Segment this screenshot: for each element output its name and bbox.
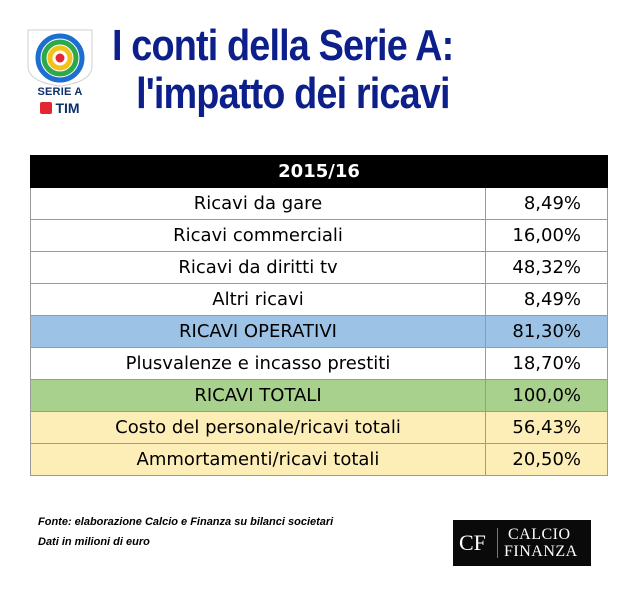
cf-wordmark: CALCIO FINANZA <box>498 526 578 560</box>
row-value: 18,70% <box>484 347 609 380</box>
table-row-ricavi-totali: RICAVI TOTALI 100,0% <box>30 379 609 412</box>
row-label: Altri ricavi <box>30 283 486 316</box>
row-value: 8,49% <box>484 187 609 220</box>
tim-mark-icon <box>40 102 53 114</box>
row-value: 81,30% <box>484 315 609 348</box>
table-header-row: 2015/16 <box>29 155 609 188</box>
table-row: Ricavi commerciali 16,00% <box>30 219 609 252</box>
cf-monogram: CF <box>453 528 498 558</box>
table-row-ammortamenti: Ammortamenti/ricavi totali 20,50% <box>30 443 609 476</box>
title-line-1: I conti della Serie A: <box>112 21 454 70</box>
row-value: 8,49% <box>484 283 609 316</box>
row-value: 48,32% <box>484 251 609 284</box>
row-value: 20,50% <box>484 443 609 476</box>
calcio-finanza-logo: CF CALCIO FINANZA <box>453 520 591 566</box>
table-row: Ricavi da diritti tv 48,32% <box>30 251 609 284</box>
cf-word-calcio: CALCIO <box>508 526 571 543</box>
table-row-costo-personale: Costo del personale/ricavi totali 56,43% <box>30 411 609 444</box>
table-row-ricavi-operativi: RICAVI OPERATIVI 81,30% <box>30 315 609 348</box>
revenue-table: 2015/16 Ricavi da gare 8,49% Ricavi comm… <box>29 155 609 476</box>
row-label: Plusvalenze e incasso prestiti <box>30 347 486 380</box>
serie-a-logo: SERIE A TIM <box>22 26 98 120</box>
row-value: 16,00% <box>484 219 609 252</box>
row-label: Ricavi da gare <box>30 187 486 220</box>
page-title: I conti della Serie A: l'impatto dei ric… <box>112 22 551 118</box>
table-row: Ricavi da gare 8,49% <box>30 187 609 220</box>
row-label: RICAVI TOTALI <box>30 379 486 412</box>
row-label: Costo del personale/ricavi totali <box>30 411 486 444</box>
row-label: RICAVI OPERATIVI <box>30 315 486 348</box>
tim-sponsor: TIM <box>30 100 90 116</box>
serie-a-shield-icon <box>27 29 93 87</box>
tim-wordmark: TIM <box>55 100 80 116</box>
source-line-1: Fonte: elaborazione Calcio e Finanza su … <box>38 516 334 528</box>
source-line-2: Dati in milioni di euro <box>38 536 150 548</box>
table-header-season: 2015/16 <box>29 155 609 188</box>
title-line-2: l'impatto dei ricavi <box>136 69 450 118</box>
row-label: Ricavi commerciali <box>30 219 486 252</box>
cf-word-finanza: FINANZA <box>504 543 578 560</box>
row-label: Ricavi da diritti tv <box>30 251 486 284</box>
row-value: 56,43% <box>484 411 609 444</box>
table-row: Plusvalenze e incasso prestiti 18,70% <box>30 347 609 380</box>
table-row: Altri ricavi 8,49% <box>30 283 609 316</box>
row-label: Ammortamenti/ricavi totali <box>30 443 486 476</box>
row-value: 100,0% <box>484 379 609 412</box>
serie-a-wordmark: SERIE A <box>37 86 83 98</box>
source-note: Fonte: elaborazione Calcio e Finanza su … <box>38 512 333 552</box>
